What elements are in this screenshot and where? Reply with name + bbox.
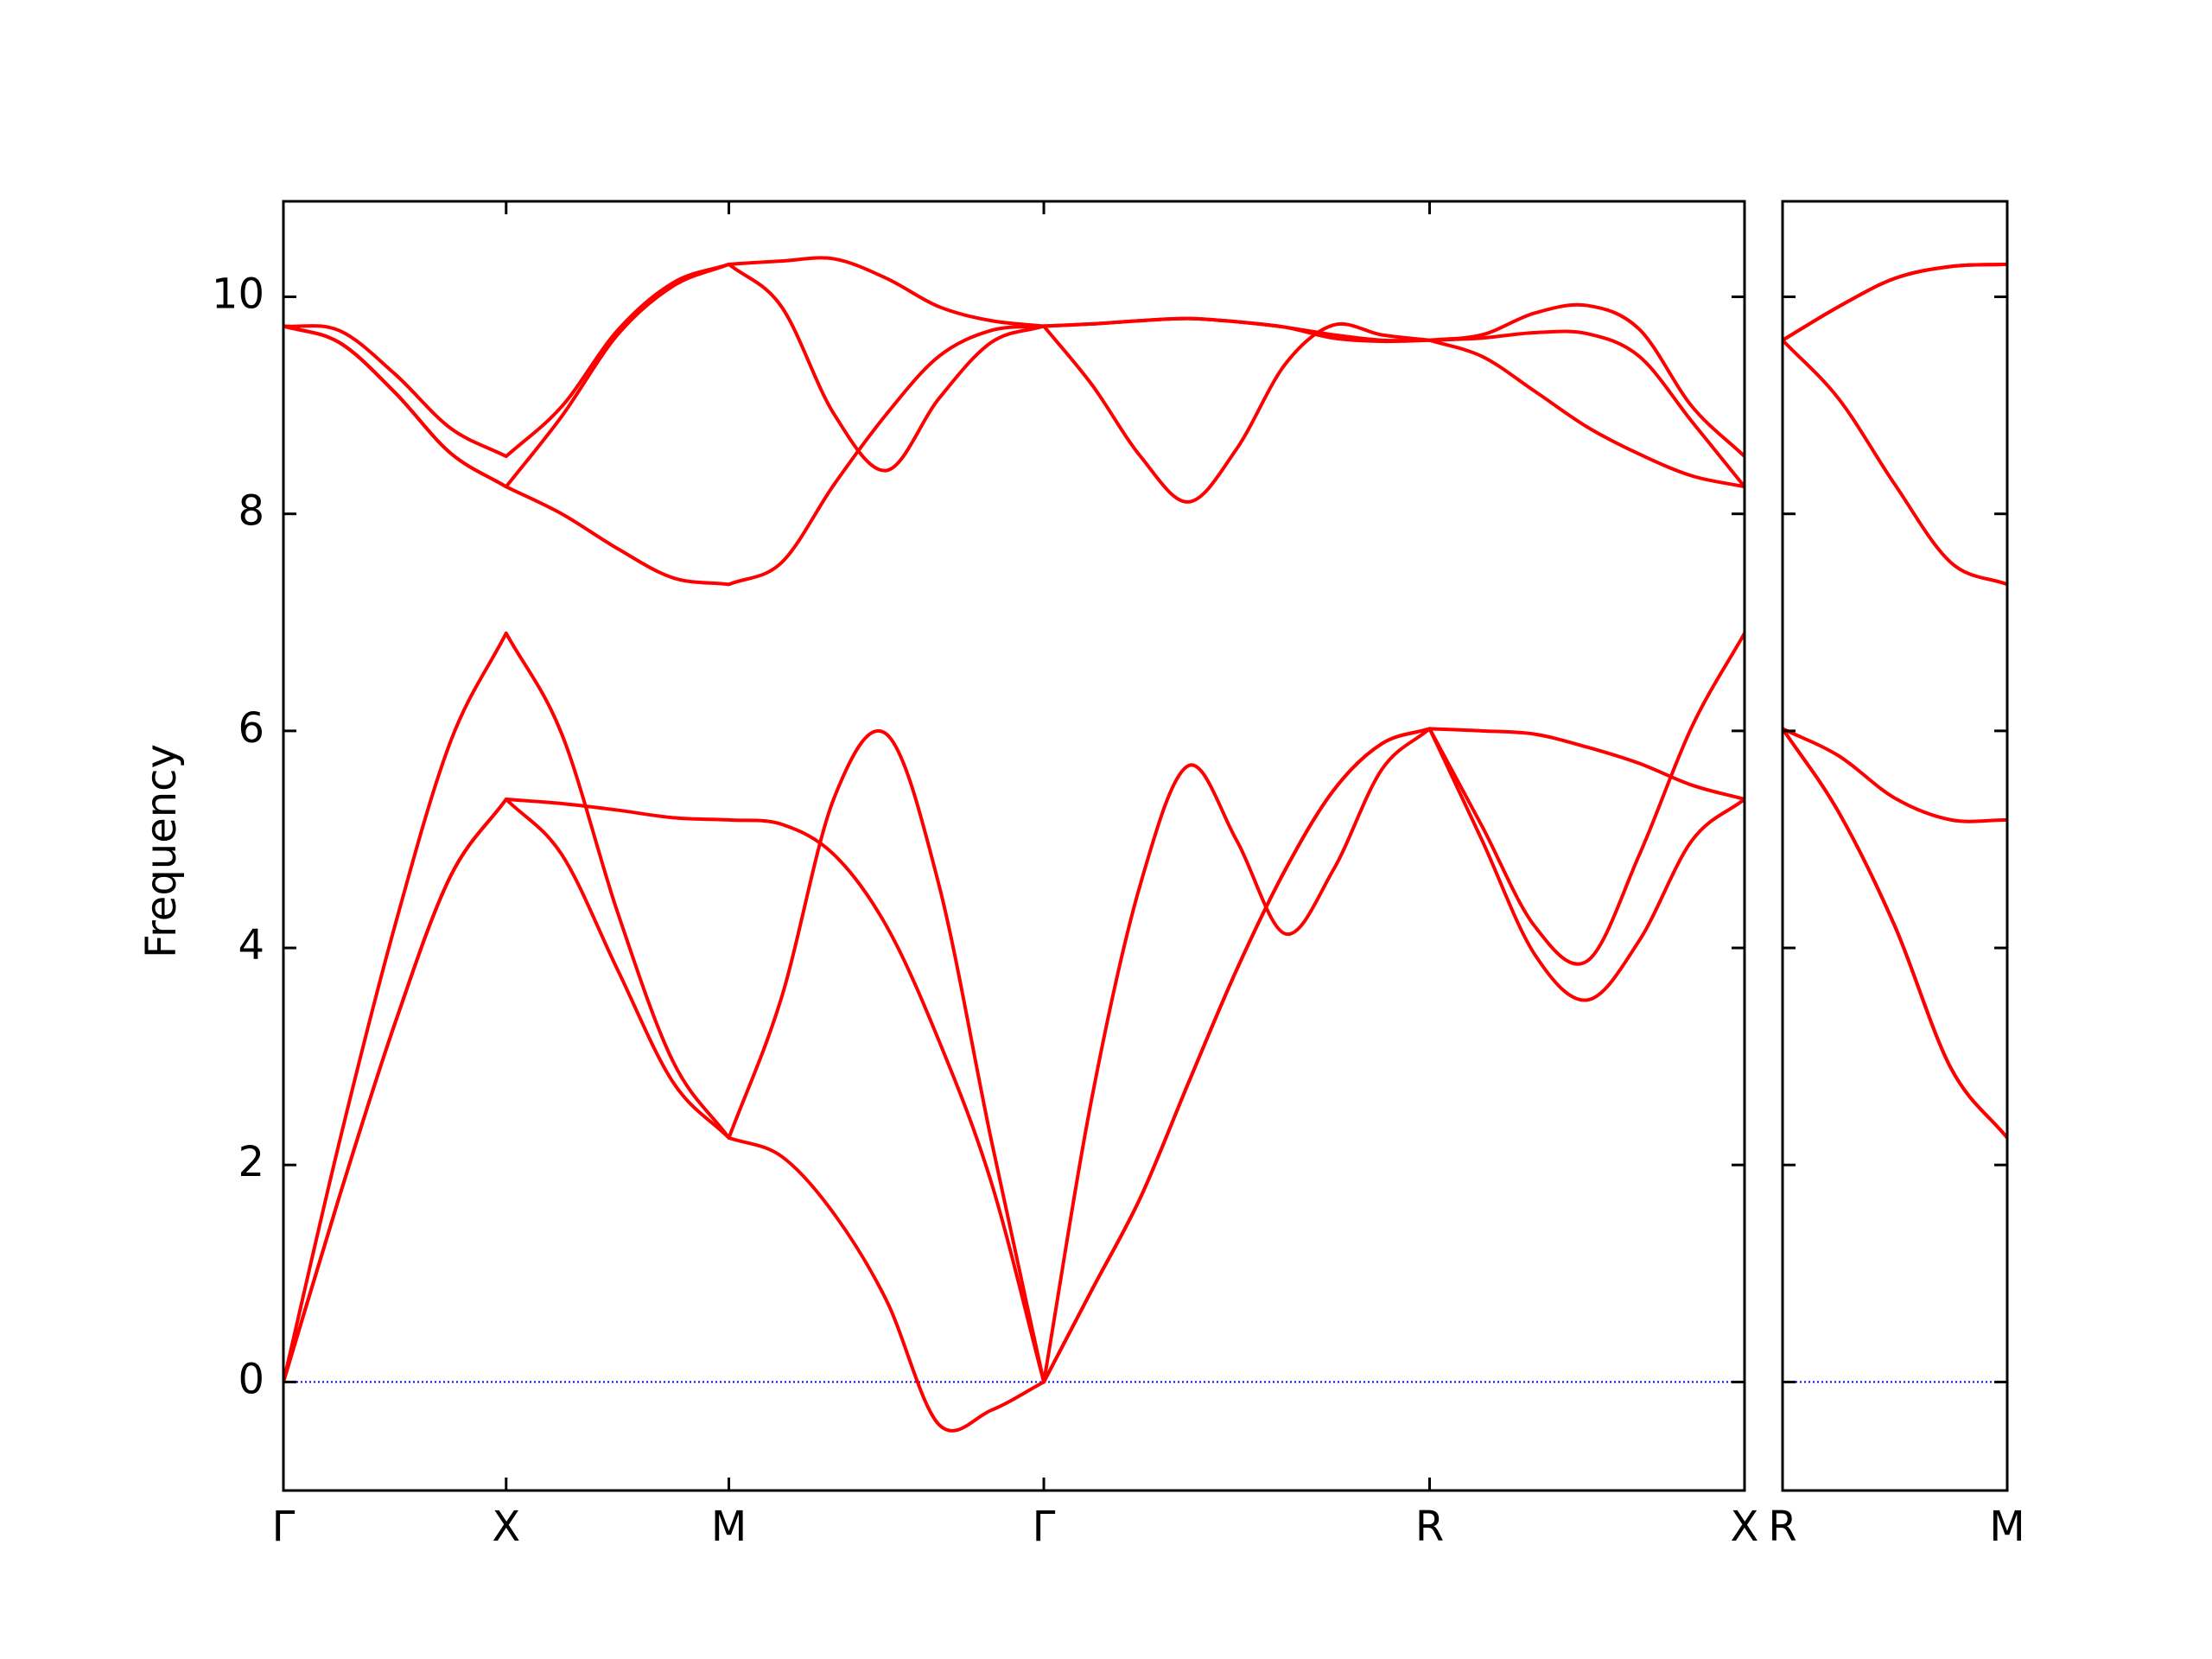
y-tick-label: 2 [238,1138,264,1186]
y-tick-label: 0 [238,1355,264,1403]
y-tick-label: 8 [238,487,264,536]
plot-frame [1781,200,2009,1492]
band-line [283,631,1745,1384]
plot-lines [283,256,1745,1433]
x-tick-label: Γ [1033,1503,1056,1551]
band-line [1783,339,2007,587]
x-tick-label: R [1768,1503,1796,1551]
band-line [1783,728,2007,1140]
band-line [1783,262,2007,342]
x-tick-label: X [1731,1503,1759,1551]
y-tick-label: 4 [238,921,264,969]
band-line [1783,262,2007,342]
band-line [1783,727,2007,823]
x-tick-label: Γ [272,1503,296,1551]
y-tick-label: 6 [238,704,264,753]
x-tick-label: M [711,1503,747,1551]
band-line [283,262,1745,489]
y-axis-label: Frequency [137,744,186,958]
plot-frame [282,200,1746,1492]
band-line [1783,728,2007,1140]
band-line [283,256,1745,459]
band-line [283,727,1745,1433]
plot-lines [1783,262,2007,1140]
x-tick-label: R [1415,1503,1444,1551]
band-line [283,727,1745,1384]
x-tick-label: X [492,1503,520,1551]
x-tick-label: M [1989,1503,2024,1551]
y-tick-label: 10 [212,270,264,319]
